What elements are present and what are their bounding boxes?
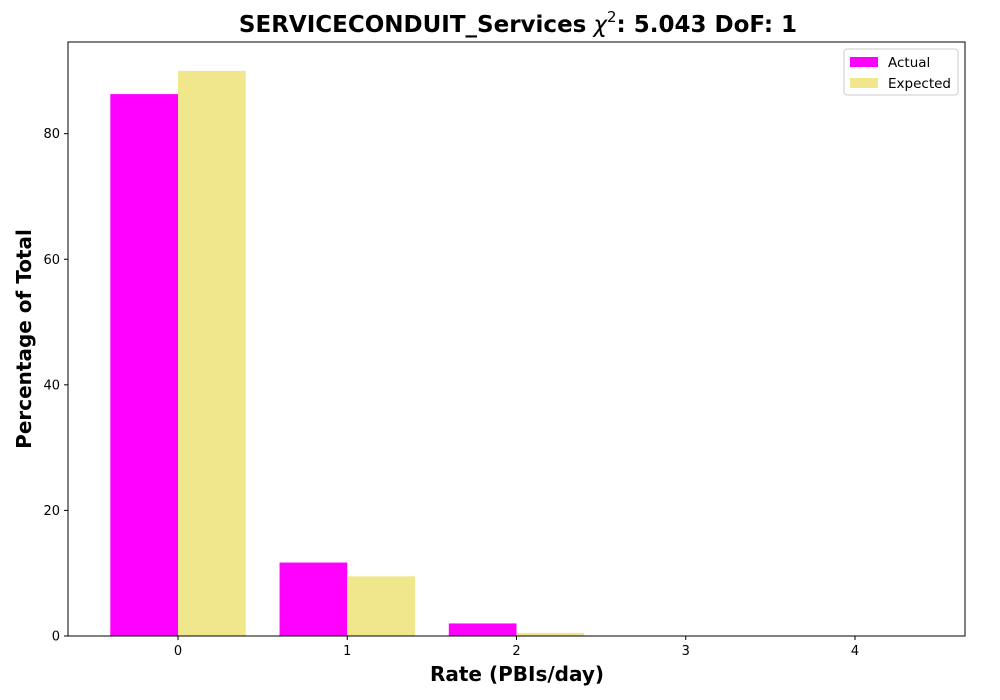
x-tick-label: 1 bbox=[343, 644, 351, 659]
y-axis-label: Percentage of Total bbox=[12, 229, 36, 449]
y-tick-label: 60 bbox=[43, 253, 60, 268]
y-tick-label: 40 bbox=[43, 378, 60, 393]
x-axis-label: Rate (PBIs/day) bbox=[430, 662, 604, 686]
bar-actual-1 bbox=[279, 562, 348, 636]
x-tick-label: 2 bbox=[512, 644, 520, 659]
y-tick-label: 80 bbox=[43, 127, 60, 142]
bar-actual-2 bbox=[448, 623, 517, 636]
y-tick-label: 0 bbox=[52, 630, 60, 645]
chart-title-main: SERVICECONDUIT_Services bbox=[239, 12, 586, 38]
legend-swatch-actual bbox=[850, 57, 878, 67]
legend: Actual Expected bbox=[843, 48, 959, 96]
chart-title-stat-symbol: χ bbox=[591, 12, 608, 38]
x-tick-label: 4 bbox=[851, 644, 859, 659]
legend-swatch-expected bbox=[850, 78, 878, 88]
x-tick-label: 3 bbox=[682, 644, 690, 659]
bar-expected-2 bbox=[516, 632, 585, 636]
bar-expected-0 bbox=[178, 70, 246, 636]
chart-title: SERVICECONDUIT_Services χ2: 5.043 DoF: 1 bbox=[239, 8, 797, 38]
bar-expected-1 bbox=[347, 576, 415, 636]
legend-label-actual: Actual bbox=[888, 55, 930, 71]
x-tick-label: 0 bbox=[174, 644, 182, 659]
y-tick-label: 20 bbox=[43, 504, 60, 519]
legend-label-expected: Expected bbox=[888, 76, 951, 92]
chart-title-stat-rest: : 5.043 DoF: 1 bbox=[617, 12, 798, 38]
bar-actual-0 bbox=[110, 94, 179, 637]
chart-title-stat-exponent: 2 bbox=[607, 8, 617, 26]
